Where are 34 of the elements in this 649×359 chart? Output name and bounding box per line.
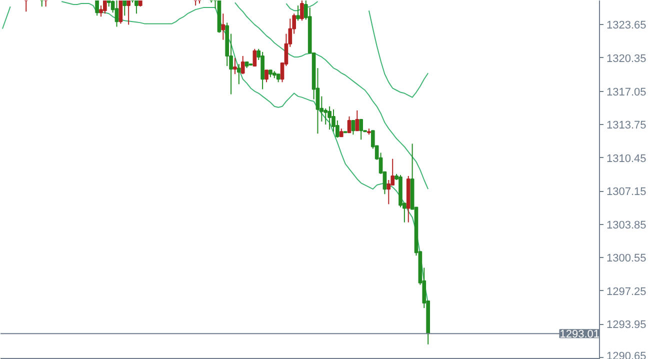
candlestick xyxy=(122,0,127,16)
candlestick xyxy=(134,0,138,14)
y-tick-label: 1313.75 xyxy=(606,120,646,132)
y-tick-label: 1300.55 xyxy=(606,252,646,265)
candlestick xyxy=(252,48,257,67)
candlestick xyxy=(355,110,360,132)
ref-line-label: 1293.01 xyxy=(560,328,600,341)
line-series xyxy=(234,2,429,190)
y-tick-label: 1293.95 xyxy=(606,319,646,332)
candlestick xyxy=(240,55,245,75)
y-tick-label: 1320.35 xyxy=(606,52,646,65)
y-tick-label: 1317.05 xyxy=(606,86,646,98)
candlestick xyxy=(221,13,226,40)
candlestick xyxy=(233,57,237,75)
candlestick xyxy=(237,64,241,85)
candlestick xyxy=(351,120,356,136)
candlestick xyxy=(260,51,264,90)
y-tick-label: 1323.65 xyxy=(606,20,646,32)
candlestick xyxy=(264,70,268,83)
y-tick-label: 1307.15 xyxy=(606,186,646,198)
candlestick xyxy=(126,0,130,26)
candlestick xyxy=(114,0,119,28)
candlestick xyxy=(95,0,99,16)
candlestick xyxy=(296,5,300,22)
candlestick xyxy=(347,116,352,134)
candlestick xyxy=(118,0,123,24)
candlestick xyxy=(328,106,332,130)
y-tick-label: 1310.45 xyxy=(606,152,646,165)
candlestick xyxy=(300,0,304,22)
candlestick xyxy=(103,0,107,14)
candlestick xyxy=(386,180,391,205)
y-tick-label: 1303.85 xyxy=(606,219,646,232)
candlestick xyxy=(359,118,363,140)
y-tick-label: 1297.25 xyxy=(606,286,646,298)
